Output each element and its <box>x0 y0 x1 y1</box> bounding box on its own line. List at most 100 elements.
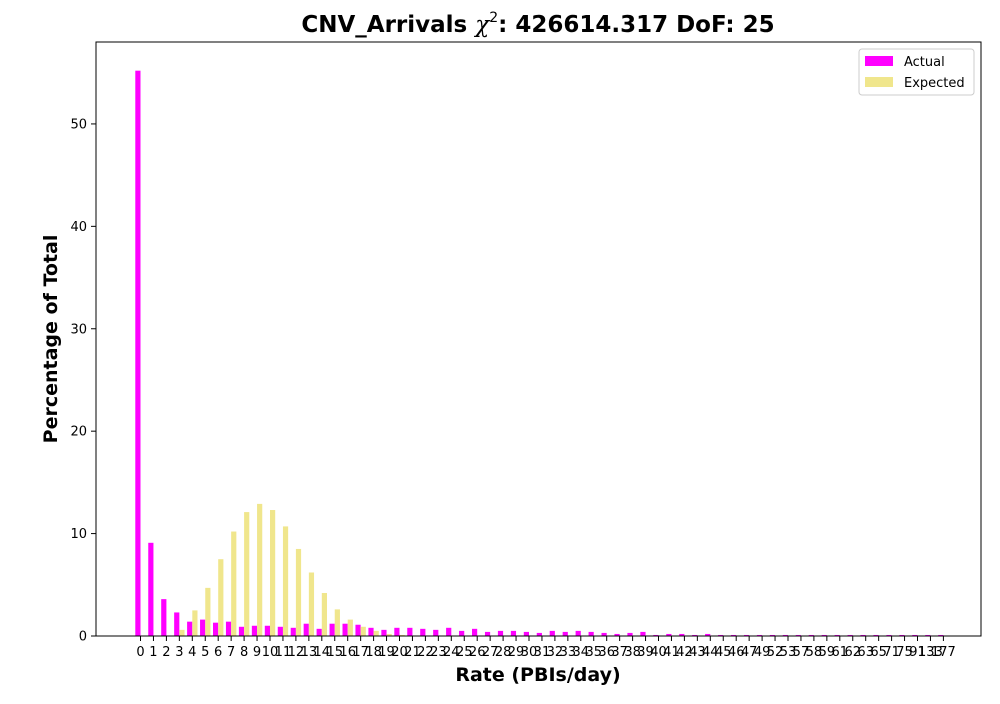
x-tick-label: 59 <box>819 645 836 660</box>
bar-actual <box>692 634 698 636</box>
bar-actual <box>316 628 322 636</box>
legend-label-expected: Expected <box>904 76 965 91</box>
x-tick-label: 61 <box>832 645 849 660</box>
x-tick-label: 49 <box>754 645 771 660</box>
bar-actual <box>355 624 361 636</box>
x-tick-label: 7 <box>227 645 235 660</box>
bar-actual <box>472 628 478 636</box>
bar-actual <box>523 631 529 636</box>
x-tick-label: 28 <box>495 645 512 660</box>
x-tick-label: 34 <box>573 645 590 660</box>
bar-actual <box>497 630 504 636</box>
x-tick-label: 29 <box>508 645 525 660</box>
chart-title-sup: 2 <box>489 10 498 26</box>
legend-label-actual: Actual <box>904 55 945 70</box>
x-axis-ticks: 0 1 2 3 4 5 6 7 8 9 101112131415161718192021222324… <box>136 636 956 660</box>
bar-expected <box>282 526 289 636</box>
bar-expected <box>347 619 353 636</box>
x-tick-label: 63 <box>857 645 874 660</box>
x-tick-label: 1 <box>149 645 157 660</box>
bar-actual <box>381 629 387 636</box>
bar-actual <box>303 623 309 636</box>
bar-actual <box>200 619 206 636</box>
bar-actual <box>174 612 180 636</box>
x-tick-label: 39 <box>637 645 654 660</box>
bar-actual <box>756 634 763 636</box>
x-tick-label: 75 <box>896 645 913 660</box>
bar-actual <box>135 70 141 637</box>
bar-actual <box>834 634 840 636</box>
bar-expected <box>386 633 392 636</box>
y-axis-ticks: 0 10 20 30 40 50 <box>70 117 96 645</box>
x-tick-label: 43 <box>689 645 706 660</box>
x-tick-label: 36 <box>598 645 615 660</box>
x-tick-label: 47 <box>741 645 758 660</box>
x-tick-label: 32 <box>547 645 564 660</box>
bar-actual <box>368 627 374 636</box>
x-tick-label: 52 <box>767 645 784 660</box>
y-tick-label: 40 <box>70 220 87 235</box>
x-tick-label: 30 <box>521 645 538 660</box>
bar-actual <box>187 621 193 636</box>
bar-actual <box>731 634 737 636</box>
x-tick-label: 71 <box>883 645 900 660</box>
bar-actual <box>614 633 620 636</box>
bar-actual <box>148 542 154 636</box>
x-tick-label: 42 <box>676 645 693 660</box>
bar-actual <box>705 633 711 636</box>
x-tick-label: 4 <box>188 645 196 660</box>
bar-actual <box>601 632 607 636</box>
y-tick-label: 0 <box>79 630 87 645</box>
bar-actual <box>653 634 659 636</box>
x-tick-label: 23 <box>430 645 447 660</box>
x-tick-label: 58 <box>806 645 823 660</box>
x-tick-label: 133 <box>918 645 943 660</box>
x-tick-label: 33 <box>560 645 577 660</box>
x-tick-label: 53 <box>780 645 797 660</box>
bar-actual <box>549 630 555 636</box>
x-tick-label: 3 <box>175 645 183 660</box>
bar-actual <box>484 631 491 636</box>
bar-actual <box>873 634 879 636</box>
x-tick-label: 40 <box>650 645 667 660</box>
x-tick-label: 21 <box>404 645 421 660</box>
x-tick-label: 35 <box>585 645 602 660</box>
x-tick-label: 26 <box>469 645 486 660</box>
bar-expected <box>218 559 224 636</box>
bar-actual <box>420 628 426 636</box>
bar-actual <box>213 622 219 636</box>
bar-expected <box>270 510 276 636</box>
x-tick-label: 12 <box>288 645 305 660</box>
x-tick-label: 44 <box>702 645 719 660</box>
bar-expected <box>308 572 315 636</box>
x-tick-label: 27 <box>482 645 499 660</box>
x-tick-label: 5 <box>201 645 209 660</box>
bar-actual <box>627 632 633 636</box>
x-tick-label: 25 <box>456 645 473 660</box>
bar-actual <box>510 630 517 636</box>
bar-actual <box>899 634 905 636</box>
x-tick-label: 20 <box>391 645 408 660</box>
bar-actual <box>225 621 232 636</box>
x-tick-label: 9 <box>253 645 261 660</box>
bar-expected <box>205 587 211 636</box>
x-tick-label: 22 <box>417 645 434 660</box>
bar-actual <box>886 634 892 636</box>
y-tick-label: 30 <box>70 322 87 337</box>
x-tick-label: 19 <box>378 645 395 660</box>
bar-actual <box>718 634 724 636</box>
bar-actual <box>666 633 672 636</box>
x-tick-label: 8 <box>240 645 248 660</box>
plot-frame <box>95 41 982 637</box>
legend: Actual Expected <box>858 48 975 96</box>
bar-actual <box>238 626 245 636</box>
bar-actual <box>640 631 646 636</box>
bar-expected <box>360 626 366 636</box>
bar-expected <box>373 630 379 636</box>
bar-expected <box>334 609 340 636</box>
x-tick-label: 0 <box>136 645 144 660</box>
x-tick-label: 16 <box>339 645 356 660</box>
bar-actual <box>769 634 776 636</box>
x-tick-label: 6 <box>214 645 222 660</box>
bar-actual <box>251 625 258 636</box>
